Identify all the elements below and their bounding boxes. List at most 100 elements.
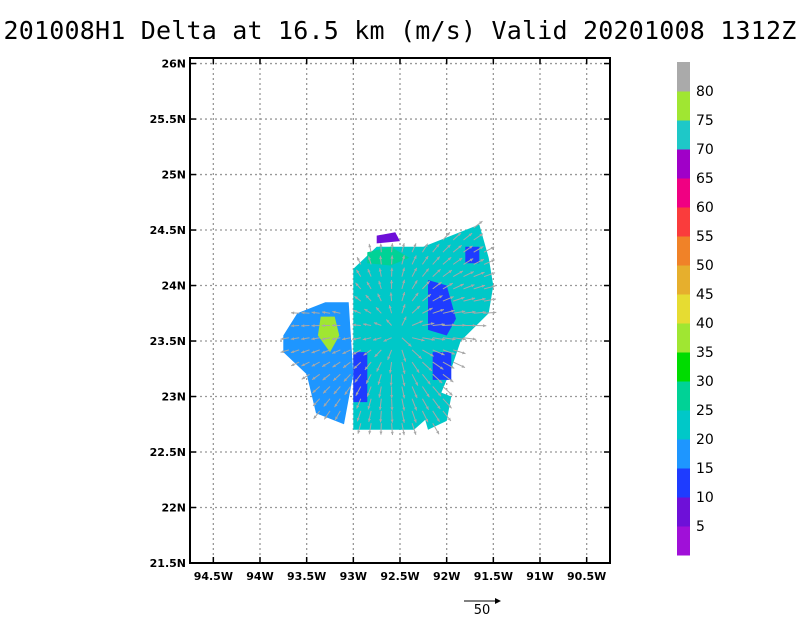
- colorbar-label: 60: [696, 200, 714, 216]
- wind-arrow-head: [368, 243, 372, 248]
- wind-arrow-head: [379, 419, 383, 423]
- colorbar-label: 45: [696, 287, 714, 303]
- wind-arrow-head: [301, 376, 306, 380]
- colorbar-swatch: [677, 236, 690, 266]
- wind-arrow-head: [427, 381, 431, 385]
- wind-arrow-head: [322, 377, 326, 381]
- wind-arrow-head: [450, 365, 455, 369]
- wind-arrow-head: [436, 418, 440, 422]
- wind-arrow-head: [311, 311, 315, 315]
- wind-arrow-head: [481, 272, 485, 275]
- colorbar-swatch: [677, 149, 690, 179]
- wind-arrow-head: [343, 364, 347, 368]
- wind-arrow-head: [403, 358, 407, 362]
- wind-arrow-head: [482, 297, 486, 301]
- wind-arrow-head: [368, 256, 371, 260]
- colorbar-swatch: [677, 468, 690, 498]
- wind-arrow-head: [448, 405, 452, 409]
- wind-arrow-head: [428, 367, 432, 371]
- wind-arrow-head: [390, 267, 394, 271]
- region-blue-band-3: [353, 352, 368, 403]
- wind-arrow-head: [378, 406, 382, 410]
- wind-arrow-head: [379, 255, 383, 260]
- wind-arrow-head: [389, 382, 393, 386]
- wind-arrow-head: [364, 309, 368, 312]
- wind-arrow-head: [376, 307, 380, 311]
- wind-arrow-head: [333, 377, 337, 381]
- wind-arrow-head: [472, 310, 476, 314]
- wind-arrow-head: [413, 243, 417, 247]
- wind-arrow-head: [362, 337, 367, 341]
- colorbar-swatch: [677, 120, 690, 150]
- wind-arrow-head: [322, 363, 326, 367]
- wind-arrow-head: [451, 351, 456, 355]
- wind-arrow-head: [414, 280, 418, 284]
- wind-arrow-head: [387, 356, 391, 360]
- wind-arrow-head: [469, 258, 474, 262]
- wind-arrow-head: [291, 363, 295, 366]
- wind-arrow-head: [342, 337, 346, 341]
- wind-arrow-head: [402, 370, 406, 374]
- wind-arrow-head: [479, 221, 483, 225]
- wind-arrow-head: [458, 258, 463, 262]
- wind-arrow-head: [389, 292, 393, 296]
- wind-arrow-head: [472, 337, 477, 341]
- wind-arrow-head: [449, 392, 453, 396]
- wind-arrow-head: [447, 244, 451, 248]
- colorbar-label: 55: [696, 229, 714, 245]
- wind-arrow-head: [436, 256, 440, 260]
- wind-arrow-head: [323, 390, 327, 394]
- wind-arrow-head: [425, 406, 429, 410]
- wind-arrow-head: [311, 324, 315, 328]
- wind-arrow-head: [354, 296, 358, 300]
- y-tick-label: 22.5N: [150, 446, 186, 459]
- wind-arrow-head: [354, 379, 358, 383]
- colorbar-label: 75: [696, 113, 714, 129]
- wind-arrow-head: [416, 305, 420, 310]
- wind-arrow-head: [322, 311, 326, 314]
- wind-arrow-head: [377, 293, 381, 298]
- wind-arrow-head: [459, 270, 463, 274]
- x-tick-label: 94.5W: [194, 570, 233, 583]
- wind-arrow-head: [424, 243, 428, 248]
- wind-arrow-head: [301, 350, 305, 354]
- wind-arrow-head: [290, 337, 295, 341]
- colorbar: 5 10 15 20 25 30 35 40 45 50 55 60 65 70 75 80: [677, 62, 714, 556]
- wind-arrow-head: [379, 243, 383, 247]
- wind-arrow-head: [311, 350, 315, 354]
- wind-arrow-head: [492, 298, 496, 302]
- wind-arrow-head: [352, 351, 357, 355]
- y-tick-label: 24N: [161, 280, 186, 293]
- wind-arrow-head: [437, 269, 441, 273]
- wind-arrow-head: [388, 370, 392, 374]
- wind-arrow-head: [461, 364, 465, 368]
- region-blue-band-1: [428, 280, 456, 336]
- wind-arrow-head: [321, 324, 325, 328]
- wind-arrow-head: [280, 350, 285, 353]
- wind-arrow-head: [378, 394, 382, 398]
- wind-arrow-head: [390, 255, 394, 259]
- wind-arrow-head: [482, 310, 486, 314]
- wind-arrow-head: [402, 304, 406, 308]
- wind-arrow-head: [421, 338, 425, 342]
- colorbar-swatch: [677, 497, 690, 527]
- wind-arrow-head: [413, 255, 417, 259]
- wind-arrow-head: [368, 431, 372, 435]
- wind-arrow-head: [366, 281, 370, 286]
- wind-arrow-head: [402, 407, 406, 411]
- wind-arrow-head: [374, 353, 378, 357]
- wind-arrow-head: [290, 350, 295, 353]
- colorbar-label: 40: [696, 316, 714, 332]
- wind-arrow-head: [402, 395, 406, 399]
- wind-arrow-head: [333, 390, 337, 395]
- wind-arrow-head: [437, 405, 441, 410]
- wind-arrow-head: [447, 257, 452, 261]
- chart-title: 201008H1 Delta at 16.5 km (m/s) Valid 20…: [3, 16, 797, 45]
- wind-arrow-head: [425, 256, 429, 260]
- wind-arrow-head: [321, 350, 326, 354]
- wind-arrow-head: [408, 343, 412, 347]
- y-tick-label: 26N: [161, 58, 186, 71]
- wind-arrow-head: [403, 316, 407, 321]
- wind-arrow-head: [367, 269, 371, 273]
- wind-arrow-head: [323, 403, 327, 407]
